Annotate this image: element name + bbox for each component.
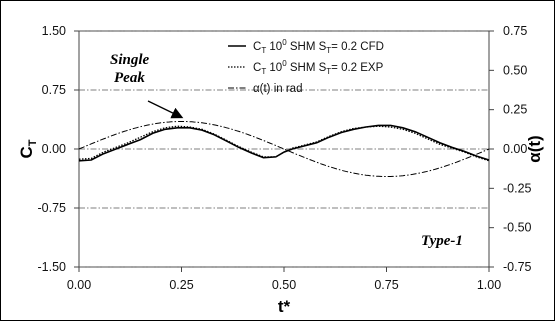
single-peak-annotation-line2: Peak: [114, 70, 145, 86]
y-right-tick-label: -0.25: [503, 181, 532, 195]
tick-layer: 1.50 0.75 0.00 -0.75 -1.50 0.75 0.50 0.25 0.00 -0…: [38, 24, 532, 292]
y-left-tick-label: 0.00: [42, 142, 66, 156]
series-line-dotted: [78, 125, 490, 162]
x-axis-title: t*: [278, 297, 291, 316]
y-right-tick-label: 0.25: [503, 103, 527, 117]
series-line-dash-dot: [78, 121, 490, 177]
y-right-axis-title: α(t): [525, 135, 544, 162]
single-peak-annotation-line1: Single: [110, 52, 150, 68]
single-peak-arrow: [147, 100, 184, 119]
x-tick-label: 0.50: [272, 278, 296, 292]
y-right-tick-label: 0.75: [503, 24, 527, 38]
x-tick-label: 1.00: [477, 278, 501, 292]
x-tick-label: 0.25: [169, 278, 193, 292]
legend-label-alpha: α(t) in rad: [253, 83, 302, 95]
y-left-tick-label: 1.50: [42, 24, 66, 38]
y-left-axis-title: CT: [17, 139, 39, 158]
x-tick-label: 0.75: [374, 278, 398, 292]
y-left-tick-label: -0.75: [38, 201, 67, 215]
y-left-tick-label: 0.75: [42, 83, 66, 97]
y-right-tick-label: 0.50: [503, 63, 527, 77]
series-layer: [78, 121, 490, 177]
y-right-tick-label: 0.00: [503, 142, 527, 156]
y-right-tick-label: -0.50: [503, 221, 532, 235]
type-annotation: Type-1: [421, 233, 463, 249]
legend-label-cfd: CT 100 SHM ST= 0.2 CFD: [253, 38, 384, 55]
legend: CT 100 SHM ST= 0.2 CFD CT 100 SHM ST= 0.…: [228, 38, 384, 95]
y-left-tick-label: -1.50: [38, 260, 67, 274]
x-tick-label: 0.00: [67, 278, 91, 292]
legend-label-exp: CT 100 SHM ST= 0.2 EXP: [253, 59, 384, 76]
y-right-tick-label: -0.75: [503, 260, 532, 274]
series-line-solid: [78, 124, 490, 162]
